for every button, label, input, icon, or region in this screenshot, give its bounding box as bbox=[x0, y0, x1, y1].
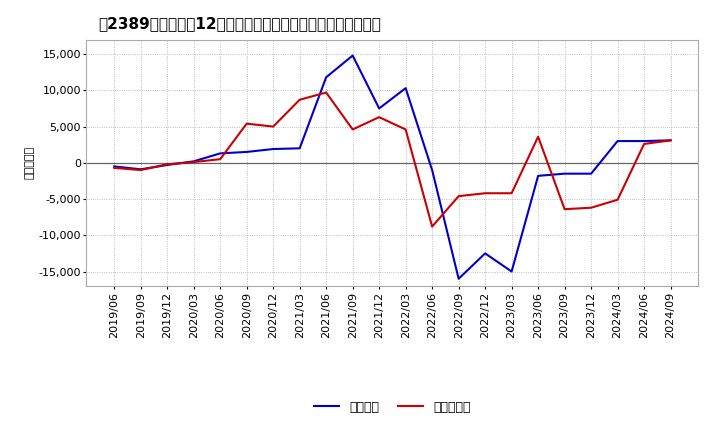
Legend: 経常利益, 当期純利益: 経常利益, 当期純利益 bbox=[310, 396, 475, 419]
経常利益 bbox=[587, 171, 595, 176]
当期純利益 bbox=[534, 134, 542, 139]
当期純利益 bbox=[613, 197, 622, 202]
当期純利益 bbox=[508, 191, 516, 196]
経常利益 bbox=[534, 173, 542, 179]
Y-axis label: （百万円）: （百万円） bbox=[24, 146, 34, 180]
経常利益 bbox=[428, 167, 436, 172]
経常利益 bbox=[401, 85, 410, 91]
当期純利益 bbox=[666, 138, 675, 143]
経常利益 bbox=[348, 53, 357, 58]
当期純利益 bbox=[110, 165, 119, 171]
経常利益 bbox=[375, 106, 384, 111]
Text: ［2389］　利益の12か月移動合計の対前年同期増減額の推移: ［2389］ 利益の12か月移動合計の対前年同期増減額の推移 bbox=[99, 16, 382, 32]
当期純利益 bbox=[428, 224, 436, 229]
当期純利益 bbox=[163, 161, 171, 167]
経常利益 bbox=[481, 251, 490, 256]
経常利益 bbox=[163, 162, 171, 168]
当期純利益 bbox=[348, 127, 357, 132]
当期純利益 bbox=[216, 157, 225, 162]
当期純利益 bbox=[401, 127, 410, 132]
当期純利益 bbox=[136, 167, 145, 172]
Line: 経常利益: 経常利益 bbox=[114, 55, 670, 279]
当期純利益 bbox=[269, 124, 277, 129]
経常利益 bbox=[295, 146, 304, 151]
当期純利益 bbox=[560, 206, 569, 212]
経常利益 bbox=[322, 75, 330, 80]
経常利益 bbox=[508, 269, 516, 274]
経常利益 bbox=[666, 138, 675, 143]
当期純利益 bbox=[243, 121, 251, 126]
当期純利益 bbox=[322, 90, 330, 95]
当期純利益 bbox=[587, 205, 595, 210]
経常利益 bbox=[613, 139, 622, 144]
経常利益 bbox=[560, 171, 569, 176]
当期純利益 bbox=[295, 97, 304, 103]
経常利益 bbox=[243, 149, 251, 154]
経常利益 bbox=[454, 276, 463, 282]
当期純利益 bbox=[640, 141, 649, 147]
Line: 当期純利益: 当期純利益 bbox=[114, 92, 670, 227]
当期純利益 bbox=[454, 194, 463, 199]
経常利益 bbox=[110, 164, 119, 169]
当期純利益 bbox=[189, 159, 198, 165]
経常利益 bbox=[189, 159, 198, 164]
経常利益 bbox=[136, 167, 145, 172]
当期純利益 bbox=[375, 114, 384, 120]
経常利益 bbox=[216, 151, 225, 156]
当期純利益 bbox=[481, 191, 490, 196]
経常利益 bbox=[640, 139, 649, 144]
経常利益 bbox=[269, 147, 277, 152]
